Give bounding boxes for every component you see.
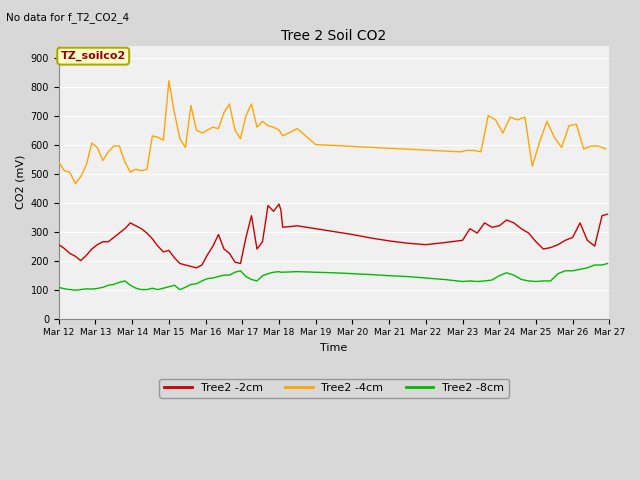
Y-axis label: CO2 (mV): CO2 (mV) bbox=[15, 155, 25, 209]
Text: No data for f_T2_CO2_4: No data for f_T2_CO2_4 bbox=[6, 12, 129, 23]
Legend: Tree2 -2cm, Tree2 -4cm, Tree2 -8cm: Tree2 -2cm, Tree2 -4cm, Tree2 -8cm bbox=[159, 379, 509, 397]
X-axis label: Time: Time bbox=[321, 343, 348, 353]
Text: TZ_soilco2: TZ_soilco2 bbox=[61, 51, 126, 61]
Title: Tree 2 Soil CO2: Tree 2 Soil CO2 bbox=[282, 29, 387, 43]
